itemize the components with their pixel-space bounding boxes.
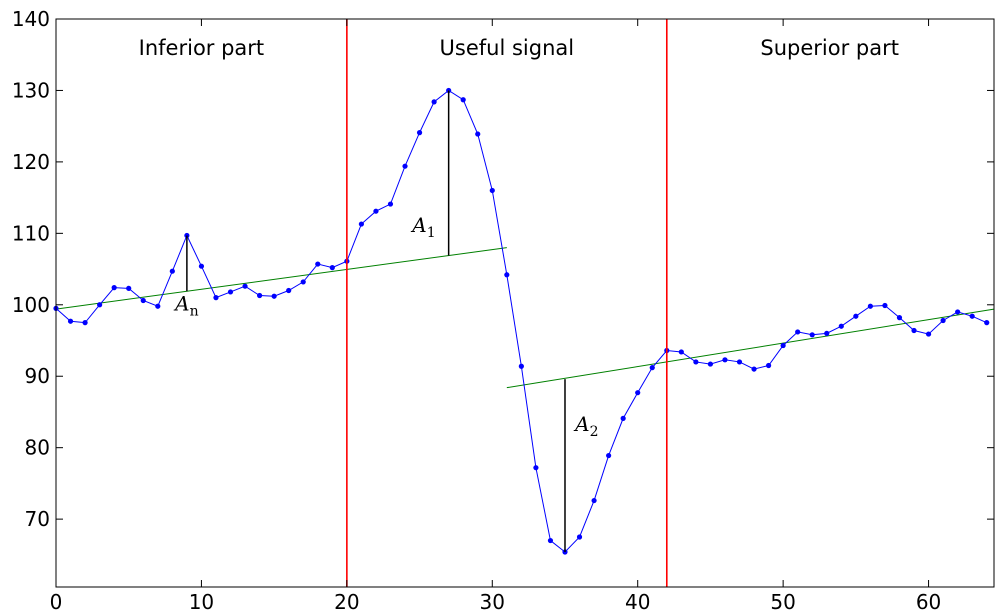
data-point [489, 187, 495, 194]
y-tick-label: 80 [25, 436, 50, 460]
data-point [242, 283, 248, 289]
trend-lines [55, 247, 995, 389]
data-point [416, 130, 423, 136]
data-point [431, 99, 437, 105]
data-point [911, 327, 917, 334]
region-boundaries [346, 19, 668, 587]
data-point [126, 285, 132, 291]
axes: 0 10 20 30 40 50 60 70 80 90 100 110 120 130 140 [12, 7, 995, 613]
data-point [707, 361, 714, 367]
region-label: Inferior part [139, 36, 265, 60]
data-point [82, 320, 88, 326]
amplitude-label: A1 [410, 213, 435, 241]
x-tick-label: 20 [334, 590, 359, 613]
data-point [853, 313, 859, 319]
data-point [635, 390, 641, 396]
data-point [867, 303, 873, 309]
data-point [227, 289, 234, 295]
x-tick-label: 60 [916, 590, 941, 613]
data-point [315, 261, 321, 267]
region-labels: Inferior part Useful signal Superior part [139, 36, 899, 60]
y-tick-label: 70 [25, 507, 50, 531]
trend-line [506, 308, 995, 389]
data-point [155, 303, 161, 309]
data-point [140, 297, 146, 304]
data-point [402, 163, 408, 169]
data-point [795, 329, 801, 335]
data-point [169, 268, 175, 274]
x-tick-label: 40 [625, 590, 650, 613]
y-tick-label: 100 [12, 293, 50, 317]
data-point [97, 302, 103, 308]
data-point [736, 359, 743, 365]
data-point [67, 318, 74, 324]
data-point [460, 97, 466, 103]
data-point [504, 272, 510, 278]
x-tick-label: 30 [480, 590, 505, 613]
data-point [649, 365, 655, 371]
data-point [533, 465, 539, 471]
region-label: Superior part [760, 36, 899, 60]
data-point [256, 292, 263, 299]
data-point [809, 332, 815, 338]
data-point [387, 201, 394, 207]
data-point [678, 349, 684, 355]
data-point [606, 452, 612, 459]
data-point [620, 415, 626, 421]
data-point [518, 363, 524, 369]
data-point [300, 279, 306, 285]
data-point [780, 342, 786, 349]
region-label: Useful signal [440, 36, 575, 60]
y-tick-label: 140 [12, 7, 50, 31]
data-point [882, 302, 888, 309]
data-point [547, 537, 554, 544]
data-point [955, 309, 961, 315]
amplitude-markers: An A1 A2 [173, 90, 598, 552]
data-point [271, 293, 277, 299]
y-tick-label: 90 [25, 364, 50, 388]
data-point [925, 331, 932, 337]
data-point [373, 208, 379, 214]
data-point [751, 366, 757, 372]
data-point [198, 263, 205, 269]
data-point [940, 317, 946, 324]
data-point [984, 320, 990, 326]
x-tick-label: 10 [189, 590, 214, 613]
data-point [824, 330, 830, 336]
data-point [765, 362, 772, 369]
plot-frame [55, 18, 995, 588]
data-point [838, 323, 844, 329]
data-point [722, 357, 728, 363]
y-tick-label: 110 [12, 221, 50, 245]
trend-line [55, 247, 507, 310]
data-point [329, 265, 335, 271]
signal-series [53, 87, 990, 555]
x-tick-label: 0 [50, 590, 63, 613]
data-point [111, 285, 117, 291]
data-point [693, 359, 699, 365]
y-tick-label: 120 [12, 150, 50, 174]
data-point [358, 221, 364, 227]
data-point [213, 295, 219, 301]
data-point [896, 315, 903, 321]
amplitude-label: An [173, 292, 198, 320]
data-point [286, 287, 292, 294]
series-line [55, 89, 987, 553]
data-point [591, 497, 597, 504]
data-point [475, 131, 481, 137]
data-point [184, 232, 190, 239]
data-point [969, 313, 975, 319]
data-point [576, 534, 583, 540]
x-tick-label: 50 [770, 590, 795, 613]
y-tick-label: 130 [12, 78, 50, 102]
amplitude-label: A2 [573, 412, 598, 440]
